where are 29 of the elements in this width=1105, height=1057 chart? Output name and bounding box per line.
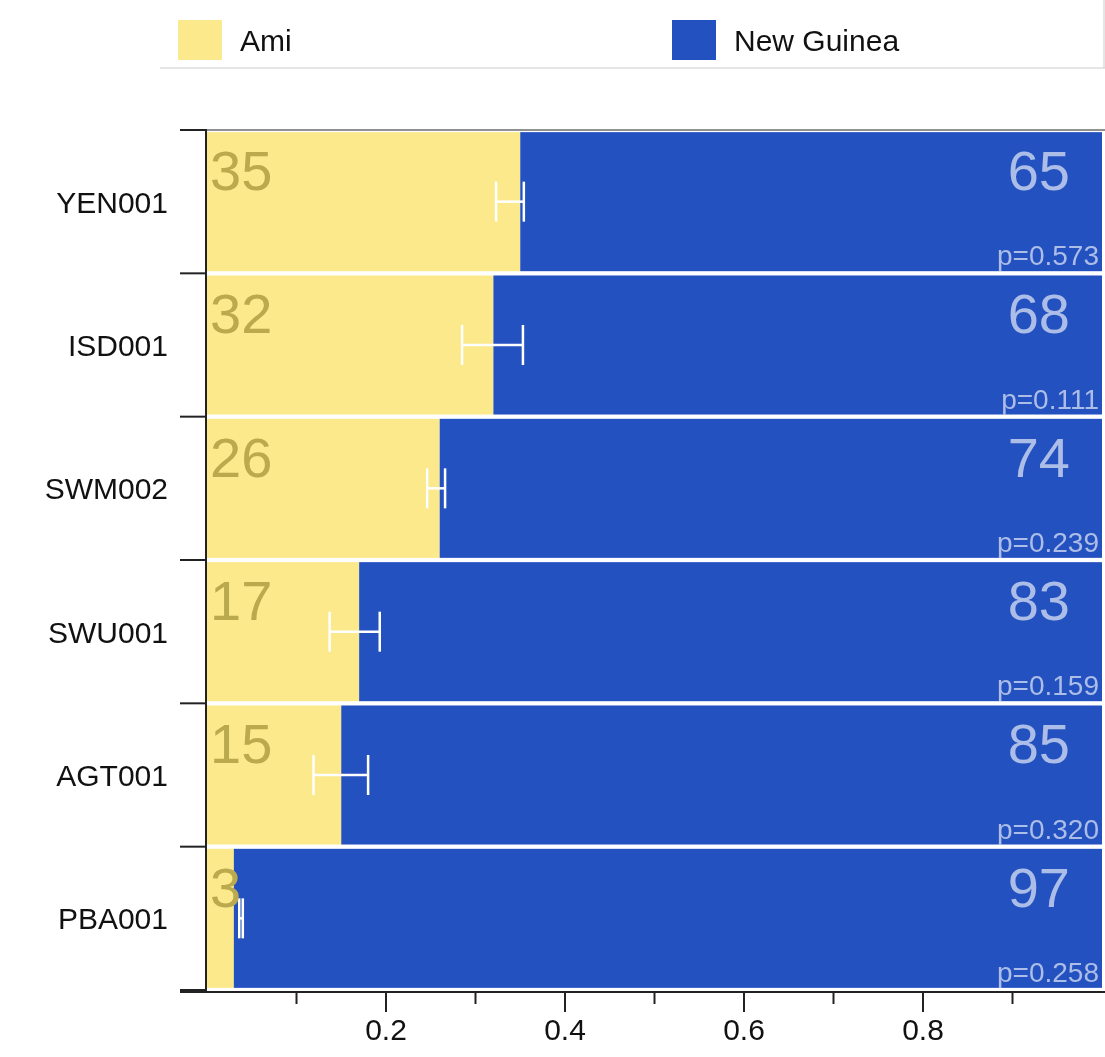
x-tick-label: 0.6 (723, 1013, 765, 1046)
annotation: 15 (210, 712, 273, 776)
y-tick-label: AGT001 (56, 759, 168, 792)
x-tick-label: 0.8 (902, 1013, 944, 1046)
annotation: p=0.258 (997, 956, 1099, 988)
annotation: 74 (1007, 425, 1070, 489)
annotation: p=0.239 (997, 526, 1099, 558)
annotation: 35 (210, 139, 273, 203)
annotation: 68 (1007, 282, 1070, 346)
annotation: 97 (1007, 855, 1070, 919)
annotation: p=0.111 (1001, 383, 1099, 415)
y-tick-label: PBA001 (57, 902, 168, 936)
x-tick-label: 0.2 (365, 1013, 407, 1046)
y-tick-label: YEN001 (56, 185, 168, 219)
annotation: 26 (210, 425, 273, 489)
legend-label: Ami (240, 24, 292, 57)
legend-label: New Guinea (734, 24, 900, 57)
y-tick-label: ISD001 (67, 329, 168, 362)
annotation: 85 (1007, 712, 1070, 776)
annotation: 65 (1007, 139, 1070, 203)
x-tick-label: 0.4 (544, 1013, 586, 1046)
y-tick-label: SWM002 (44, 472, 168, 506)
annotation: 32 (210, 282, 273, 346)
annotation: 83 (1007, 569, 1070, 633)
annotation: p=0.573 (997, 240, 1099, 272)
annotation: p=0.320 (997, 813, 1099, 845)
y-tick-label: SWU001 (47, 615, 168, 649)
annotation: p=0.159 (997, 670, 1099, 702)
annotation: 17 (210, 569, 273, 633)
